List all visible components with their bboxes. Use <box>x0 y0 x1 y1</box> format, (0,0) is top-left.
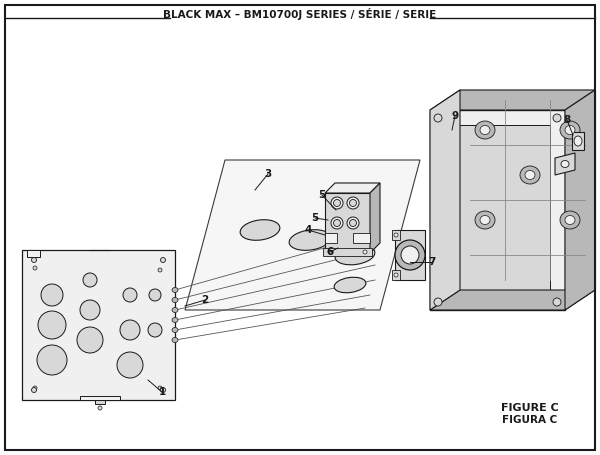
Ellipse shape <box>172 288 178 293</box>
Ellipse shape <box>38 311 66 339</box>
Polygon shape <box>95 400 105 404</box>
Polygon shape <box>22 250 175 400</box>
Ellipse shape <box>148 323 162 337</box>
Polygon shape <box>430 90 460 310</box>
Ellipse shape <box>565 126 575 135</box>
Polygon shape <box>460 90 595 290</box>
Ellipse shape <box>574 136 582 146</box>
Text: 1: 1 <box>158 387 166 397</box>
Ellipse shape <box>120 320 140 340</box>
Polygon shape <box>555 153 575 175</box>
Ellipse shape <box>172 318 178 323</box>
Ellipse shape <box>158 386 162 390</box>
Ellipse shape <box>331 197 343 209</box>
Polygon shape <box>325 183 380 193</box>
Ellipse shape <box>560 211 580 229</box>
Polygon shape <box>430 290 595 310</box>
Ellipse shape <box>32 258 37 263</box>
Ellipse shape <box>41 284 63 306</box>
Ellipse shape <box>395 240 425 270</box>
Text: 5: 5 <box>311 213 319 223</box>
Ellipse shape <box>434 298 442 306</box>
Text: 2: 2 <box>202 295 209 305</box>
Ellipse shape <box>161 388 166 393</box>
Ellipse shape <box>347 217 359 229</box>
Polygon shape <box>323 248 372 256</box>
Ellipse shape <box>80 300 100 320</box>
Polygon shape <box>445 125 550 295</box>
Ellipse shape <box>158 268 162 272</box>
Polygon shape <box>27 250 40 257</box>
Text: FIGURE C: FIGURE C <box>501 403 559 413</box>
Ellipse shape <box>560 121 580 139</box>
Text: BLACK MAX – BM10700J SERIES / SÉRIE / SERIE: BLACK MAX – BM10700J SERIES / SÉRIE / SE… <box>163 8 437 20</box>
Ellipse shape <box>240 220 280 240</box>
Ellipse shape <box>363 250 367 254</box>
Text: 9: 9 <box>451 111 458 121</box>
Ellipse shape <box>37 345 67 375</box>
Ellipse shape <box>331 217 343 229</box>
Polygon shape <box>185 160 420 310</box>
Polygon shape <box>325 233 337 243</box>
Ellipse shape <box>525 171 535 180</box>
Ellipse shape <box>83 273 97 287</box>
Text: 4: 4 <box>304 225 311 235</box>
Ellipse shape <box>401 246 419 264</box>
Ellipse shape <box>394 233 398 237</box>
Text: 7: 7 <box>428 257 436 267</box>
Ellipse shape <box>347 197 359 209</box>
Ellipse shape <box>77 327 103 353</box>
Polygon shape <box>392 230 400 240</box>
Ellipse shape <box>172 338 178 343</box>
Text: 6: 6 <box>326 247 334 257</box>
Text: 3: 3 <box>265 169 272 179</box>
Text: 5: 5 <box>319 190 326 200</box>
Ellipse shape <box>475 121 495 139</box>
Ellipse shape <box>334 219 341 227</box>
Ellipse shape <box>475 211 495 229</box>
Polygon shape <box>370 183 380 253</box>
Ellipse shape <box>335 245 375 265</box>
Polygon shape <box>430 110 565 310</box>
Ellipse shape <box>289 230 331 250</box>
Polygon shape <box>325 193 370 253</box>
Polygon shape <box>353 233 370 243</box>
Polygon shape <box>395 230 425 280</box>
Polygon shape <box>572 132 584 150</box>
Ellipse shape <box>172 328 178 333</box>
Ellipse shape <box>520 166 540 184</box>
Ellipse shape <box>98 406 102 410</box>
Ellipse shape <box>149 289 161 301</box>
Ellipse shape <box>565 216 575 224</box>
Polygon shape <box>392 270 400 280</box>
Ellipse shape <box>349 199 356 207</box>
Ellipse shape <box>123 288 137 302</box>
Ellipse shape <box>33 266 37 270</box>
Ellipse shape <box>328 250 332 254</box>
Ellipse shape <box>33 386 37 390</box>
Ellipse shape <box>553 298 561 306</box>
Ellipse shape <box>172 298 178 303</box>
Polygon shape <box>430 90 595 110</box>
Ellipse shape <box>349 219 356 227</box>
Polygon shape <box>565 90 595 310</box>
Ellipse shape <box>561 161 569 167</box>
Ellipse shape <box>32 388 37 393</box>
Polygon shape <box>80 396 120 400</box>
Ellipse shape <box>553 114 561 122</box>
Text: 8: 8 <box>563 115 571 125</box>
Ellipse shape <box>172 308 178 313</box>
Ellipse shape <box>480 126 490 135</box>
Text: FIGURA C: FIGURA C <box>502 415 557 425</box>
Ellipse shape <box>117 352 143 378</box>
Ellipse shape <box>334 277 366 293</box>
Ellipse shape <box>480 216 490 224</box>
Ellipse shape <box>161 258 166 263</box>
Ellipse shape <box>434 114 442 122</box>
Ellipse shape <box>394 273 398 277</box>
Ellipse shape <box>334 199 341 207</box>
